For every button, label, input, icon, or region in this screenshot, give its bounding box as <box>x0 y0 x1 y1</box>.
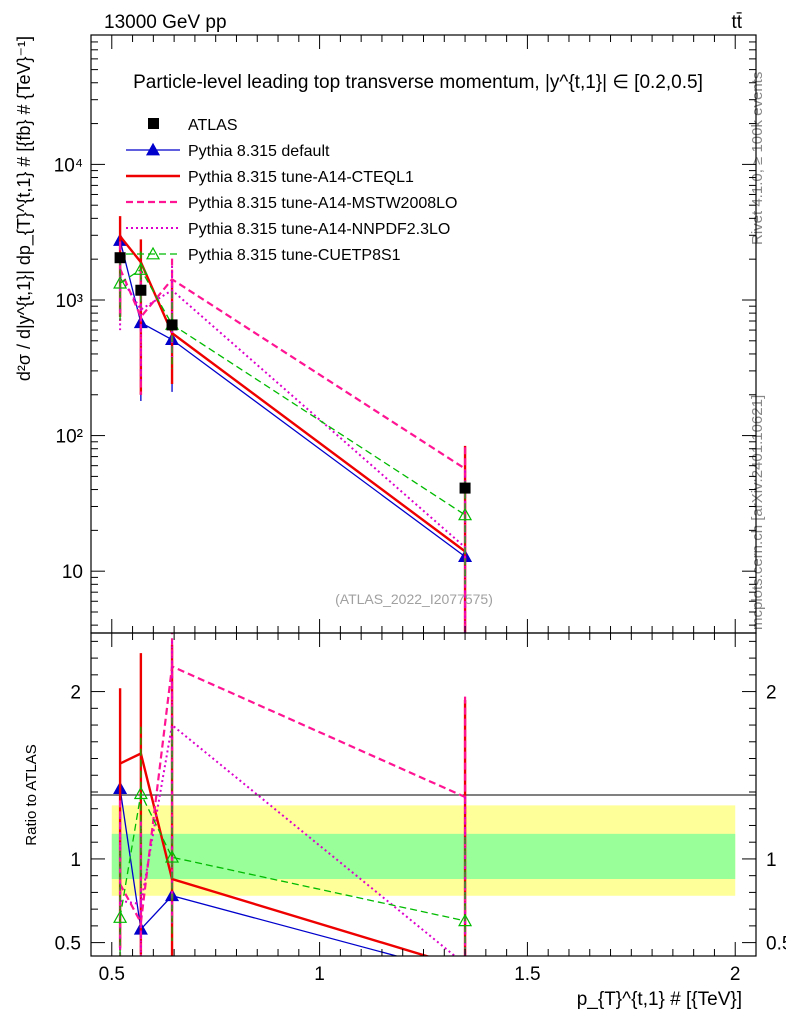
marker-cuetp <box>113 910 128 923</box>
marker-cuetp <box>458 507 473 521</box>
legend-label-default: Pythia 8.315 default <box>188 143 330 160</box>
legend-label-mstw: Pythia 8.315 tune-A14-MSTW2008LO <box>188 195 457 212</box>
series-line-default <box>119 240 466 558</box>
x-axis-label: p_{T}^{t,1} # [{TeV}] <box>577 989 742 1010</box>
marker-default <box>459 968 471 979</box>
process-label: tt̄ <box>731 12 742 33</box>
marker-cuetp <box>165 850 180 863</box>
analysis-watermark: (ATLAS_2022_I2077575) <box>335 591 493 607</box>
ratio-y-tick-label-right: 1 <box>766 850 777 871</box>
marker-cuetp <box>113 275 128 289</box>
main-series-layer <box>113 216 473 633</box>
x-tick-label: 1 <box>314 964 325 985</box>
main-y-tick-label: 10² <box>56 427 83 448</box>
ratio-y-tick-label: 1 <box>70 850 81 871</box>
ratio-y-tick-label: 2 <box>70 683 81 704</box>
legend: ATLAS Pythia 8.315 default Pythia 8.315 tu… <box>126 117 457 264</box>
ratio-band-green <box>111 833 736 880</box>
x-tick-label: 2 <box>730 964 741 985</box>
main-y-tick-label: 10³ <box>56 291 83 312</box>
x-tick-label: 1.5 <box>514 964 540 985</box>
atlas-data-point <box>135 284 147 296</box>
ratio-y-axis-label: Ratio to ATLAS <box>23 744 40 845</box>
legend-label-cuetp: Pythia 8.315 tune-CUETP8S1 <box>188 247 401 264</box>
legend-marker-default <box>145 142 161 156</box>
ratio-panel-frame <box>90 632 757 957</box>
mcplots-side-label: mcplots.cern.ch [arXiv:2401.10621] <box>749 395 766 630</box>
legend-label-nnpdf: Pythia 8.315 tune-A14-NNPDF2.3LO <box>188 221 450 238</box>
main-y-tick-label: 10 <box>62 562 83 583</box>
marker-cuetp <box>133 786 148 800</box>
atlas-data-point <box>114 252 126 264</box>
ratio-series-cuetp <box>113 706 473 956</box>
uncertainty-bands <box>111 805 736 896</box>
ratio-y-tick-label: 0.5 <box>55 934 81 955</box>
legend-marker-atlas <box>148 118 159 129</box>
series-line-mstw <box>119 664 466 927</box>
marker-cuetp <box>133 262 148 275</box>
main-y-axis-label: d²σ / d|y^{t,1}| dp_{T}^{t,1} # [{fb} # … <box>14 36 35 381</box>
chart-title: Particle-level leading top transverse mo… <box>133 72 703 93</box>
series-line-mstw <box>119 268 466 470</box>
legend-label-cteql1: Pythia 8.315 tune-A14-CTEQL1 <box>188 169 414 186</box>
marker-cuetp <box>458 913 473 927</box>
main-y-tick-label: 10⁴ <box>54 155 83 176</box>
legend-label-atlas: ATLAS <box>188 117 238 134</box>
atlas-data-point <box>459 482 471 494</box>
main-series-cuetp <box>113 251 473 585</box>
ratio-series-layer <box>113 633 473 979</box>
series-line-nnpdf <box>119 723 457 956</box>
energy-label: 13000 GeV pp <box>104 12 227 33</box>
ratio-y-tick-label-right: 0.5 <box>766 934 786 955</box>
x-tick-label: 0.5 <box>99 964 125 985</box>
series-line-cuetp <box>119 791 466 922</box>
atlas-data-point <box>166 319 178 331</box>
legend-marker-cuetp <box>145 246 161 260</box>
series-line-nnpdf <box>119 275 466 549</box>
ratio-y-tick-label-right: 2 <box>766 683 777 704</box>
series-line-cuetp <box>119 268 466 516</box>
rivet-side-label: Rivet 4.1.0, ≥ 100k events <box>749 72 766 245</box>
